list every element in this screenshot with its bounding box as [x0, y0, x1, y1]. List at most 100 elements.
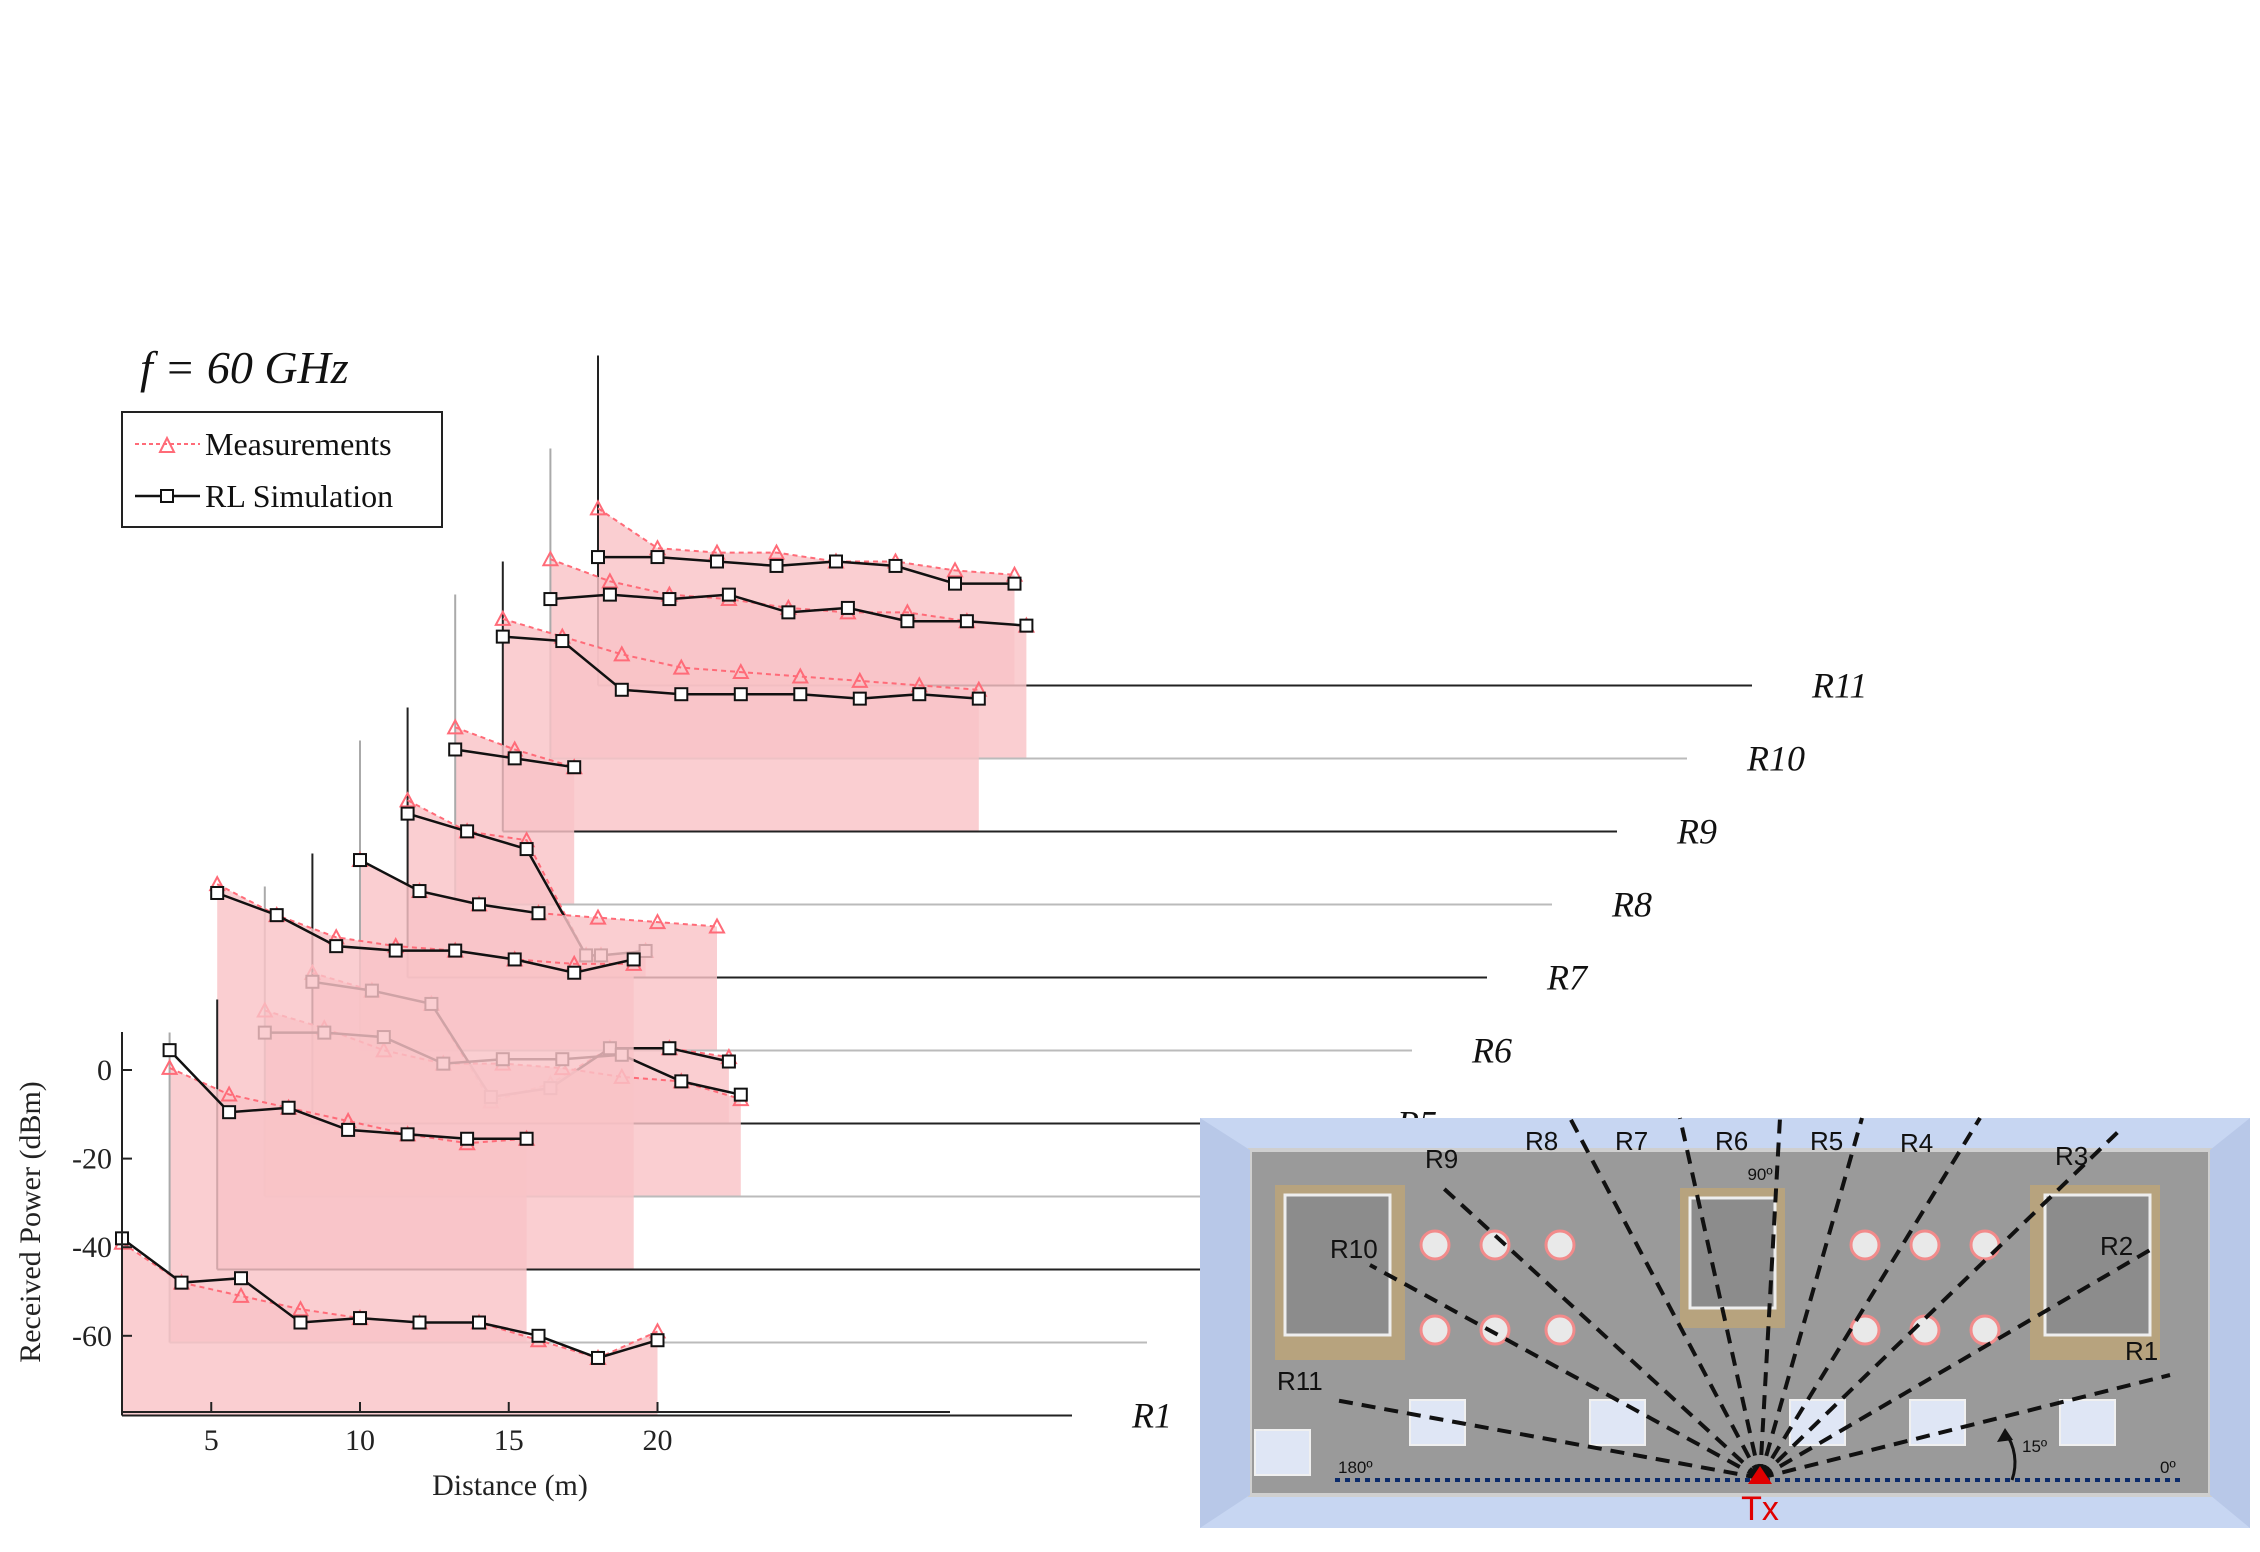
map-label-r5: R5	[1810, 1126, 1843, 1156]
simulation-point	[650, 550, 665, 565]
simulation-point	[412, 884, 427, 899]
simulation-point	[412, 1315, 427, 1330]
x-axis-title: Distance (m)	[432, 1469, 588, 1502]
map-angle-90: 90º	[1747, 1165, 1772, 1184]
simulation-point	[912, 687, 927, 702]
route-fill	[502, 618, 979, 832]
simulation-point	[519, 1131, 534, 1146]
measurement-point	[708, 917, 726, 934]
simulation-point	[531, 906, 546, 921]
measurement-point	[851, 671, 869, 688]
map-bench	[1589, 1399, 1646, 1446]
map-desk-center-inner	[1688, 1196, 1777, 1310]
map-angle-15: 15º	[2022, 1437, 2047, 1456]
simulation-point	[507, 952, 522, 967]
simulation-point	[388, 943, 403, 958]
simulation-point	[531, 1328, 546, 1343]
map-ray	[1759, 1373, 2171, 1480]
measurement-point	[160, 1058, 179, 1075]
map-bench	[1254, 1429, 1311, 1476]
legend-simulation: RL Simulation	[205, 478, 393, 514]
map-ray	[1758, 1248, 2152, 1480]
simulation-line	[216, 891, 634, 974]
map-chairs	[1254, 1229, 2116, 1476]
y-axis-title: Received Power (dBm)	[14, 1081, 47, 1363]
x-tick-label: 5	[204, 1424, 219, 1457]
waterfall-plot: R11R10R9R8R7R6R5R4R3R2R1	[113, 355, 1867, 1436]
route-label: R10	[1746, 739, 1805, 779]
map-label-r11: R11	[1277, 1366, 1323, 1396]
simulation-point	[448, 742, 463, 757]
simulation-point	[293, 1315, 308, 1330]
map-ray	[1369, 1263, 1761, 1480]
simulation-point	[400, 1127, 415, 1142]
map-route-labels: R1 R2 R3 R4 R5 R6 R7 R8 R9 R10 R11	[1277, 1126, 2158, 1396]
map-angle-arrowhead	[1997, 1428, 2013, 1442]
route-label: R1	[1131, 1396, 1172, 1436]
simulation-point	[400, 806, 415, 821]
map-ray	[1438, 1183, 1762, 1480]
x-ticks: 5 10 15 20	[204, 1402, 673, 1457]
simulation-point	[1007, 576, 1022, 591]
y-tick-label: -60	[72, 1320, 112, 1353]
y-tick-label: 0	[97, 1054, 112, 1087]
simulation-point	[662, 1041, 677, 1056]
simulation-point	[793, 687, 808, 702]
map-label-r6: R6	[1715, 1126, 1748, 1156]
simulation-line	[121, 1237, 658, 1360]
measurement-point	[613, 645, 631, 662]
measurement-line	[216, 883, 634, 965]
route-label: R9	[1676, 812, 1717, 852]
simulation-point	[222, 1105, 237, 1120]
simulation-point	[591, 550, 605, 565]
simulation-point	[614, 682, 629, 697]
simulation-point	[460, 1131, 475, 1146]
simulation-line	[598, 555, 1015, 585]
simulation-point	[543, 592, 558, 607]
simulation-point	[948, 576, 962, 591]
x-tick-label: 15	[494, 1424, 524, 1457]
measurement-point	[946, 561, 964, 578]
measurement-point	[589, 499, 607, 516]
simulation-point	[662, 592, 677, 607]
y-tick-label: -40	[72, 1231, 112, 1264]
simulation-point	[602, 587, 617, 602]
route-label: R7	[1546, 958, 1589, 998]
simulation-point	[769, 558, 784, 573]
measurement-point	[589, 908, 607, 925]
map-chair	[1479, 1314, 1511, 1346]
map-desk-left-inner	[1283, 1193, 1392, 1337]
map-chair	[1419, 1229, 1451, 1261]
simulation-point	[591, 1350, 605, 1365]
map-chair	[1544, 1314, 1576, 1346]
map-ray	[1334, 1398, 1761, 1480]
map-chair	[1544, 1229, 1576, 1261]
simulation-point	[900, 614, 915, 629]
map-angle-0: 0º	[2160, 1458, 2176, 1477]
map-route-rays	[1334, 1116, 2171, 1480]
map-chair	[1419, 1314, 1451, 1346]
simulation-point	[341, 1122, 356, 1137]
simulation-point	[329, 939, 344, 954]
map-chair	[1969, 1314, 2001, 1346]
tx-label: Tx	[1741, 1490, 1779, 1528]
simulation-point	[721, 1054, 736, 1069]
map-label-r10: R10	[1330, 1234, 1378, 1264]
simulation-point	[507, 751, 522, 766]
route-label: R11	[1811, 666, 1867, 706]
map-label-r9: R9	[1425, 1144, 1458, 1174]
simulation-point	[959, 614, 974, 629]
legend-box	[121, 411, 443, 528]
map-label-r2: R2	[2100, 1231, 2133, 1261]
legend-measurements: Measurements	[205, 426, 392, 462]
measurement-point	[398, 791, 417, 808]
chart-title: f = 60 GHz	[140, 342, 349, 393]
simulation-point	[971, 691, 986, 706]
simulation-point	[519, 842, 534, 857]
map-ray	[1758, 1117, 1782, 1479]
measurement-line	[597, 507, 1015, 576]
map-bench	[2059, 1399, 2116, 1446]
simulation-point	[174, 1275, 189, 1290]
